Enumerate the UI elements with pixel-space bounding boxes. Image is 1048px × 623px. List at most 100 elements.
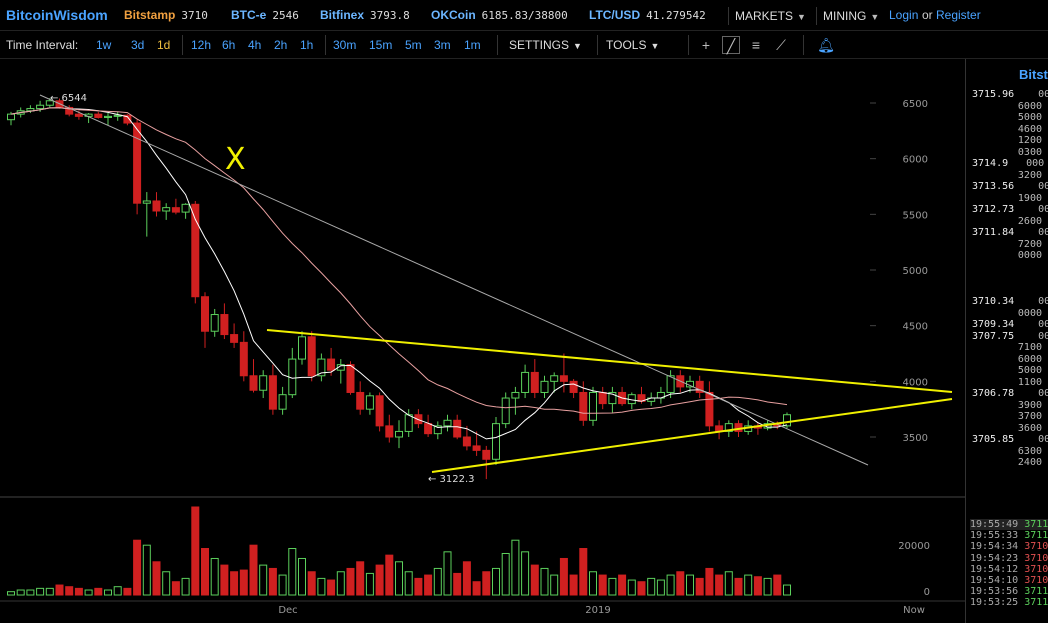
order-amount: 1200 [1017,135,1042,146]
volume-bar [492,567,500,596]
candle-body [579,391,588,421]
order-price: 3709.34 [972,319,1015,330]
candle-body [36,104,45,110]
mining-menu[interactable]: MINING ▼ [816,7,885,25]
order-book-row [972,262,1048,274]
order-book-row: 3713.56 00 [972,181,1048,193]
settings-label: SETTINGS [509,38,570,52]
volume-bar [753,576,762,596]
interval-2h[interactable]: 2h [274,38,288,52]
volume-bar [45,587,54,596]
order-book-row: 3711.84 00 [972,227,1048,239]
ticker-okcoin[interactable]: OKCoin 6185.83/38800 [431,8,568,22]
toolbar: Time Interval: 1w 3d 1d 12h 6h 4h 2h 1h … [0,31,1048,59]
ticker-bitstamp[interactable]: Bitstamp 3710 [124,8,208,22]
candle-body [375,395,384,427]
volume-bar [365,572,374,596]
login-link[interactable]: Login [889,8,919,22]
interval-1d[interactable]: 1d [157,38,171,52]
bell-alert-icon[interactable]: 🔔︎ [817,37,835,53]
crosshair-icon[interactable]: + [701,37,711,53]
draw-line-icon[interactable]: ╱ [722,36,740,54]
volume-bar [414,577,423,596]
volume-bar [637,581,646,596]
register-link[interactable]: Register [936,8,981,22]
candle-body [550,375,559,382]
y-tick-label: 4000 [903,377,928,388]
interval-3d[interactable]: 3d [131,38,145,52]
interval-1m[interactable]: 1m [464,38,481,52]
brand-logo[interactable]: BitcoinWisdom [6,7,108,23]
interval-12h[interactable]: 12h [191,38,212,52]
candle-body [705,391,714,427]
candle-body [65,106,74,115]
candle-body [239,341,248,377]
fib-fan-icon[interactable]: ⟋ [776,37,786,53]
volume-bar [589,571,597,596]
interval-3m[interactable]: 3m [434,38,451,52]
order-book-row [972,285,1048,297]
interval-1h[interactable]: 1h [300,38,314,52]
interval-1w[interactable]: 1w [96,38,112,52]
volume-bar [220,564,229,596]
volume-bar [666,574,675,596]
interval-6h[interactable]: 6h [222,38,236,52]
ticker-bitfinex[interactable]: Bitfinex 3793.8 [320,8,410,22]
volume-bar [94,587,103,596]
order-book-row: 5000 [972,112,1048,124]
order-price: 3713.56 [972,181,1015,192]
interval-15m[interactable]: 15m [369,38,393,52]
order-book-row: 3705.85 00 [972,434,1048,446]
recent-trades: 19:55:49 3711 19:55:33 3711 19:54:34 3710 1… [970,519,1048,609]
volume-bar [443,551,452,596]
volume-bar [133,539,142,596]
volume-bar [346,567,355,596]
volume-bar [201,548,209,596]
ma-fast-line [10,107,788,440]
markets-menu[interactable]: MARKETS ▼ [728,7,812,25]
order-amount: 000 [1026,158,1045,169]
trade-row: 19:54:34 3710 [970,541,1048,552]
order-amount: 6000 [1017,100,1042,112]
trade-row: 19:55:33 3711 [970,530,1048,541]
ticker-btce[interactable]: BTC-e 2546 [231,8,299,22]
candle-body [307,336,316,377]
volume-bar [230,571,239,596]
order-amount: 00 [1038,89,1048,100]
interval-5m[interactable]: 5m [405,38,422,52]
order-book-row: 7200 [972,239,1048,251]
volume-bar [65,586,74,596]
volume-bar [404,571,413,596]
candle-body [191,203,200,298]
trade-time: 19:54:34 [970,541,1025,553]
ticker-ltcusd[interactable]: LTC/USD 41.279542 [589,8,706,22]
volume-bar [317,577,326,596]
order-book-row: 6300 [972,446,1048,458]
high-price-label: ← 6544 [50,93,87,104]
candle-body [443,419,452,427]
candle-body [259,375,268,391]
order-book-row: 2600 [972,216,1048,228]
order-book-row: 0000 [972,250,1048,262]
interval-4h[interactable]: 4h [248,38,262,52]
volume-bar [307,571,316,596]
trade-time: 19:53:25 [970,597,1025,609]
volume-bar [152,561,161,596]
settings-menu[interactable]: SETTINGS ▼ [509,38,582,52]
candle-body [356,391,365,410]
trade-price: 3711 [1024,530,1048,542]
volume-bar [462,561,471,596]
trade-price: 3710 [1024,575,1048,587]
volume-bar [598,574,607,596]
volume-bar [608,577,617,596]
horizontal-lines-icon[interactable]: ≡ [751,37,761,53]
order-price: 3706.78 [972,388,1015,399]
price-chart[interactable]: 6500 6000 5500 5000 4500 4000 3500 20000 0 Dec 201… [0,59,965,623]
volume-bar [618,574,627,596]
volume-bar [734,577,743,596]
ticker-name: Bitfinex [320,8,365,22]
divider [597,35,598,55]
y-tick-label: 5500 [903,210,928,221]
tools-menu[interactable]: TOOLS ▼ [606,38,659,52]
interval-30m[interactable]: 30m [333,38,357,52]
